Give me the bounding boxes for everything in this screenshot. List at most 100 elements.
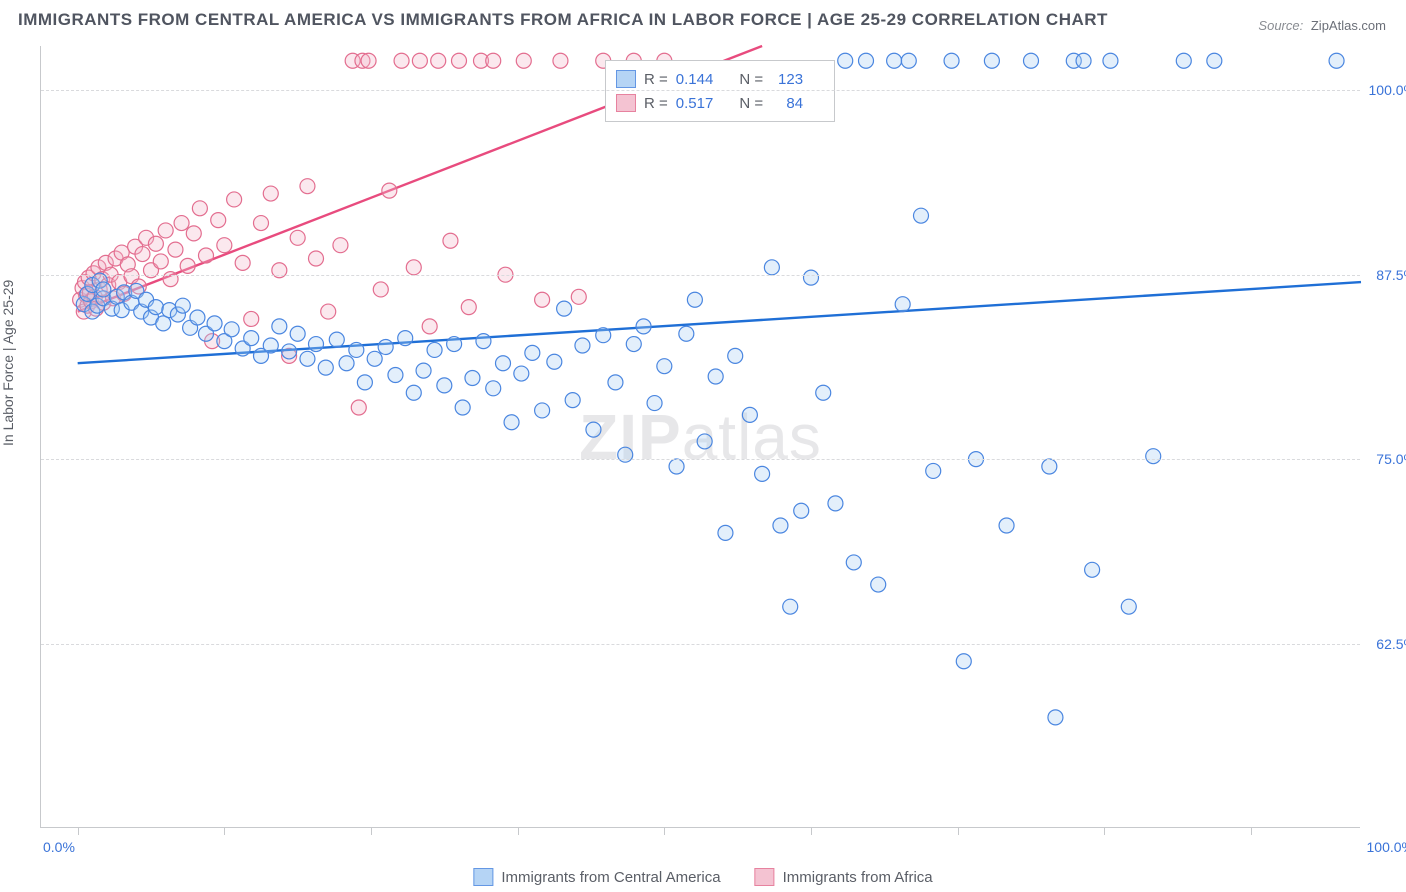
blue-point [263, 338, 278, 353]
pink-point [382, 183, 397, 198]
chart-title: IMMIGRANTS FROM CENTRAL AMERICA VS IMMIG… [18, 10, 1108, 30]
pink-point [211, 213, 226, 228]
stat-r-value: 0.517 [676, 95, 714, 112]
blue-point [944, 53, 959, 68]
pink-point [412, 53, 427, 68]
blue-point [547, 354, 562, 369]
pink-point [361, 53, 376, 68]
blue-point [708, 369, 723, 384]
blue-point [504, 415, 519, 430]
blue-point [427, 342, 442, 357]
blue-point [828, 496, 843, 511]
blue-point [846, 555, 861, 570]
gridline [41, 90, 1360, 91]
blue-point [437, 378, 452, 393]
pink-point [486, 53, 501, 68]
pink-point [158, 223, 173, 238]
stat-n-value: 84 [771, 95, 803, 112]
pink-point [351, 400, 366, 415]
source-value: ZipAtlas.com [1311, 18, 1386, 33]
blue-point [406, 385, 421, 400]
blue-point [465, 370, 480, 385]
blue-point [535, 403, 550, 418]
blue-point [565, 393, 580, 408]
blue-point [300, 351, 315, 366]
legend-item-blue: Immigrants from Central America [473, 868, 720, 886]
pink-point [300, 179, 315, 194]
blue-point [349, 342, 364, 357]
blue-point [244, 331, 259, 346]
blue-point [1207, 53, 1222, 68]
blue-point [687, 292, 702, 307]
blue-point [764, 260, 779, 275]
legend: Immigrants from Central AmericaImmigrant… [473, 868, 932, 886]
pink-point [422, 319, 437, 334]
pink-swatch [755, 868, 775, 886]
blue-point [887, 53, 902, 68]
y-tick-label: 62.5% [1374, 636, 1406, 652]
pink-point [290, 230, 305, 245]
stat-r-label: R = [644, 71, 668, 88]
blue-point [669, 459, 684, 474]
blue-point [657, 359, 672, 374]
blue-point [999, 518, 1014, 533]
blue-point [148, 300, 163, 315]
blue-point [207, 316, 222, 331]
pink-point [461, 300, 476, 315]
blue-point [1048, 710, 1063, 725]
gridline [41, 459, 1360, 460]
pink-point [235, 255, 250, 270]
pink-point [516, 53, 531, 68]
stat-r-value: 0.144 [676, 71, 714, 88]
scatter-svg [41, 46, 1360, 827]
pink-point [192, 201, 207, 216]
blue-point [859, 53, 874, 68]
blue-point [626, 337, 641, 352]
stat-n-label: N = [739, 71, 763, 88]
blue-point [816, 385, 831, 400]
pink-point [309, 251, 324, 266]
pink-point [553, 53, 568, 68]
blue-point [496, 356, 511, 371]
blue-point [455, 400, 470, 415]
blue-point [773, 518, 788, 533]
x-tick [518, 827, 519, 835]
x-tick-max: 100.0% [1367, 839, 1406, 855]
x-tick-min: 0.0% [43, 839, 75, 855]
x-tick [1251, 827, 1252, 835]
pink-point [431, 53, 446, 68]
x-tick [1104, 827, 1105, 835]
blue-point [282, 344, 297, 359]
blue-point [636, 319, 651, 334]
pink-point [254, 216, 269, 231]
blue-point [1121, 599, 1136, 614]
blue-point [1146, 449, 1161, 464]
blue-point [679, 326, 694, 341]
blue-point [1085, 562, 1100, 577]
pink-point [244, 311, 259, 326]
blue-point [608, 375, 623, 390]
blue-point [1024, 53, 1039, 68]
blue-point [1176, 53, 1191, 68]
blue-point [514, 366, 529, 381]
blue-point [557, 301, 572, 316]
stats-row-pink: R =0.517N =84 [616, 91, 824, 115]
stat-n-value: 123 [771, 71, 803, 88]
blue-point [871, 577, 886, 592]
stats-row-blue: R = 0.144 N = 123 [616, 67, 824, 91]
blue-point [575, 338, 590, 353]
blue-point [96, 282, 111, 297]
pink-swatch [616, 94, 636, 112]
source-attribution: Source: ZipAtlas.com [1258, 18, 1386, 33]
blue-point [804, 270, 819, 285]
pink-point [443, 233, 458, 248]
blue-point [901, 53, 916, 68]
blue-point [447, 337, 462, 352]
blue-point [224, 322, 239, 337]
blue-point [914, 208, 929, 223]
blue-point [956, 654, 971, 669]
blue-point [926, 463, 941, 478]
x-tick [664, 827, 665, 835]
blue-point [190, 310, 205, 325]
blue-point [329, 332, 344, 347]
